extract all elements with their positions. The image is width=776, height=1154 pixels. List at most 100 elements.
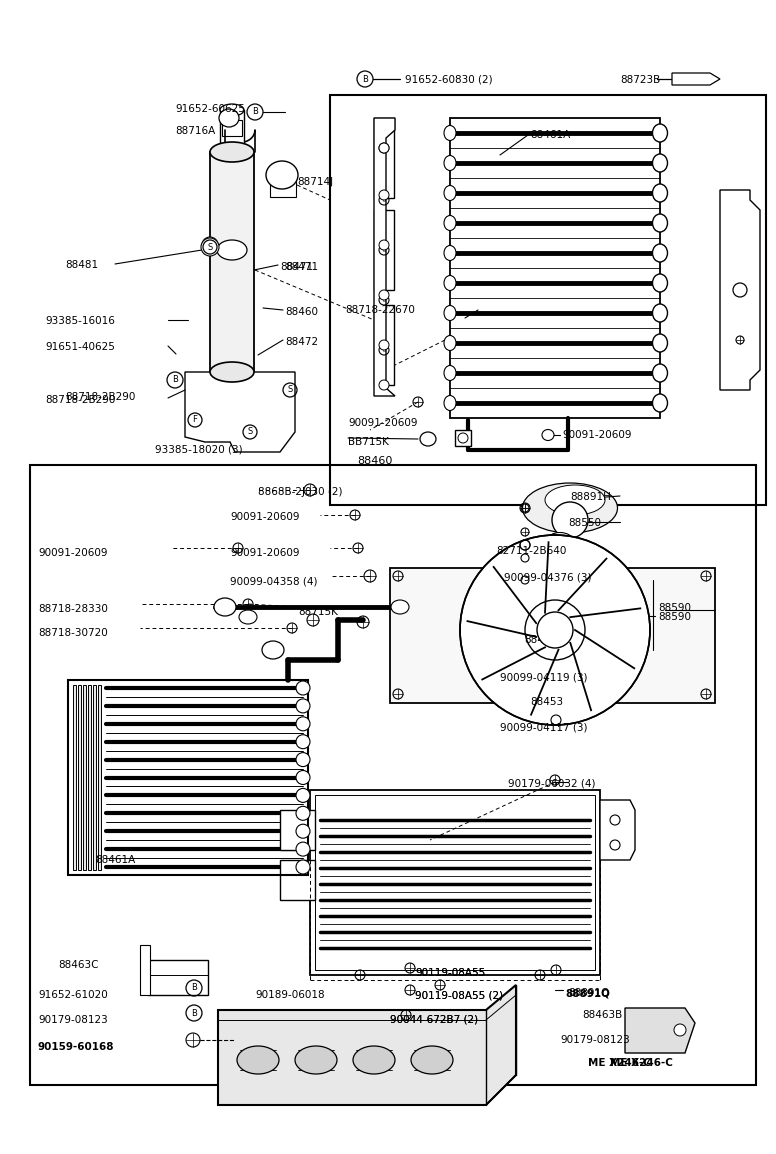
Text: 88471: 88471 xyxy=(285,262,318,272)
Ellipse shape xyxy=(444,246,456,261)
Text: 88590: 88590 xyxy=(658,612,691,622)
Ellipse shape xyxy=(444,186,456,201)
Text: 91652-60625: 91652-60625 xyxy=(175,104,245,114)
Polygon shape xyxy=(625,1007,695,1052)
Text: 90044-672B7 (2): 90044-672B7 (2) xyxy=(390,1016,478,1025)
Text: 90099-04376 (3): 90099-04376 (3) xyxy=(504,572,591,582)
Ellipse shape xyxy=(444,366,456,381)
Text: 90179-08123: 90179-08123 xyxy=(560,1035,630,1046)
Circle shape xyxy=(202,237,218,253)
Text: 88715K: 88715K xyxy=(298,607,338,617)
Ellipse shape xyxy=(210,362,254,382)
Text: 88718-2B290: 88718-2B290 xyxy=(65,392,135,402)
Text: 88461A: 88461A xyxy=(530,130,570,140)
Text: 88550: 88550 xyxy=(568,518,601,529)
Text: 90099-04358 (4): 90099-04358 (4) xyxy=(230,576,317,586)
Text: B: B xyxy=(172,375,178,384)
Polygon shape xyxy=(218,986,516,1106)
Text: 8868B-2J030 (2): 8868B-2J030 (2) xyxy=(258,487,342,497)
Text: 90099-04119 (3): 90099-04119 (3) xyxy=(500,672,587,682)
Circle shape xyxy=(379,240,389,250)
Polygon shape xyxy=(720,190,760,390)
Ellipse shape xyxy=(653,273,667,292)
Text: 90159-60168: 90159-60168 xyxy=(38,1042,115,1052)
Bar xyxy=(210,152,254,372)
Text: o: o xyxy=(383,247,386,253)
Ellipse shape xyxy=(296,735,310,749)
Ellipse shape xyxy=(444,126,456,141)
Ellipse shape xyxy=(296,771,310,785)
Bar xyxy=(374,210,394,290)
Text: 88471: 88471 xyxy=(280,262,314,272)
Text: 88718-22670: 88718-22670 xyxy=(345,305,415,315)
Text: 88891H: 88891H xyxy=(570,492,611,502)
Ellipse shape xyxy=(542,429,554,441)
Ellipse shape xyxy=(653,334,667,352)
Ellipse shape xyxy=(262,640,284,659)
Ellipse shape xyxy=(353,1046,395,1074)
Bar xyxy=(30,465,756,1085)
Text: B: B xyxy=(191,1009,197,1018)
Circle shape xyxy=(379,290,389,300)
Ellipse shape xyxy=(296,752,310,766)
Bar xyxy=(140,945,150,995)
Text: S: S xyxy=(248,427,253,436)
Polygon shape xyxy=(374,118,395,396)
Bar xyxy=(310,790,600,975)
Text: 90044-672B7 (2): 90044-672B7 (2) xyxy=(390,1016,478,1025)
Text: BB715K: BB715K xyxy=(348,437,389,447)
Text: 90119-08A55: 90119-08A55 xyxy=(415,968,485,977)
Text: 88481: 88481 xyxy=(65,260,98,270)
Ellipse shape xyxy=(548,532,573,547)
Ellipse shape xyxy=(444,156,456,171)
Bar xyxy=(220,110,244,155)
Text: S: S xyxy=(207,242,213,252)
Ellipse shape xyxy=(653,364,667,382)
Text: 88590: 88590 xyxy=(658,604,691,613)
Text: 88460: 88460 xyxy=(285,307,318,317)
Text: 88463C: 88463C xyxy=(58,960,99,971)
Text: 88454A: 88454A xyxy=(524,635,564,645)
Ellipse shape xyxy=(653,243,667,262)
Ellipse shape xyxy=(444,306,456,321)
Ellipse shape xyxy=(653,213,667,232)
Text: 88723B: 88723B xyxy=(620,75,660,85)
Text: 93385-18020 (3): 93385-18020 (3) xyxy=(155,445,243,455)
Ellipse shape xyxy=(444,216,456,231)
Text: 88718-28330: 88718-28330 xyxy=(38,604,108,614)
Text: o: o xyxy=(383,298,386,302)
Ellipse shape xyxy=(545,485,605,515)
Text: 90119-08A55 (2): 90119-08A55 (2) xyxy=(415,990,503,1001)
Polygon shape xyxy=(78,685,81,870)
Text: 88718-2B290: 88718-2B290 xyxy=(45,395,116,405)
Ellipse shape xyxy=(295,1046,337,1074)
Ellipse shape xyxy=(239,610,257,624)
Polygon shape xyxy=(185,372,295,452)
Ellipse shape xyxy=(217,240,247,260)
Ellipse shape xyxy=(653,183,667,202)
Circle shape xyxy=(537,612,573,649)
Text: 82711-2B640: 82711-2B640 xyxy=(496,546,566,556)
Ellipse shape xyxy=(296,681,310,695)
Text: ME X246-C: ME X246-C xyxy=(610,1058,673,1067)
Bar xyxy=(280,810,315,850)
Text: o: o xyxy=(383,197,386,202)
Bar xyxy=(390,568,715,703)
Text: 90091-20609: 90091-20609 xyxy=(230,548,300,559)
Circle shape xyxy=(525,600,585,660)
Circle shape xyxy=(552,502,588,538)
Ellipse shape xyxy=(296,842,310,856)
Text: 91651-40625: 91651-40625 xyxy=(45,342,115,352)
Ellipse shape xyxy=(653,304,667,322)
Circle shape xyxy=(674,1024,686,1036)
Ellipse shape xyxy=(420,432,436,445)
Circle shape xyxy=(460,535,650,725)
Bar xyxy=(280,860,315,900)
Ellipse shape xyxy=(214,598,236,616)
Text: 90189-06018: 90189-06018 xyxy=(255,990,324,1001)
Bar xyxy=(330,95,766,505)
Text: 93385-16016: 93385-16016 xyxy=(45,316,115,325)
Ellipse shape xyxy=(296,717,310,730)
Text: 90119-08A55: 90119-08A55 xyxy=(415,968,485,977)
Bar xyxy=(148,960,208,995)
